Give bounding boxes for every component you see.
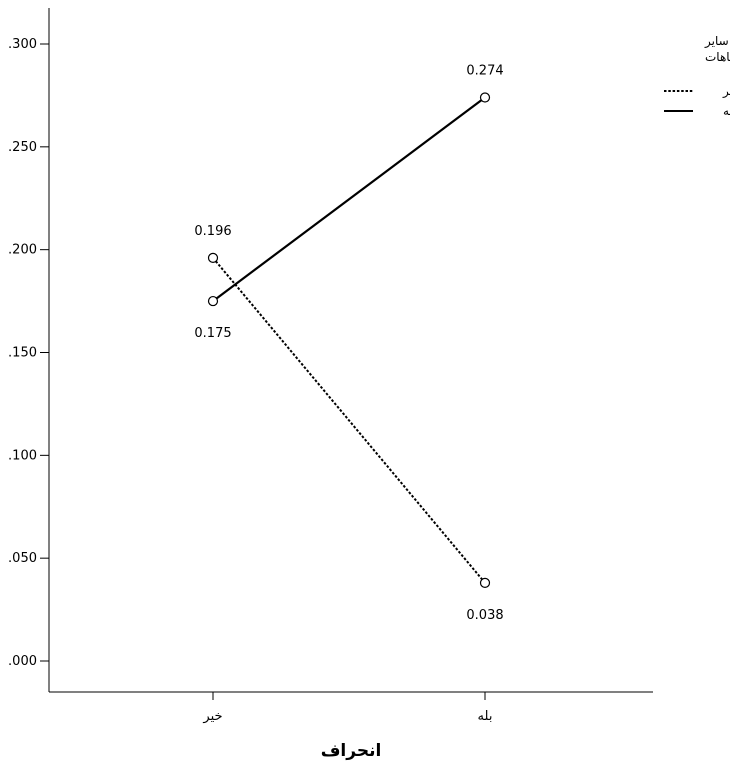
legend-label: بله <box>723 104 730 118</box>
y-tick-label: .050 <box>8 551 37 566</box>
y-tick-label: .250 <box>8 140 37 155</box>
y-ticks: .000 .050 .100 .150 .200 .250 .300 <box>8 37 49 669</box>
x-tick-label: بله <box>478 709 493 724</box>
y-tick-label: .300 <box>8 37 37 52</box>
legend-item: خیر <box>664 84 730 99</box>
data-point <box>207 295 219 307</box>
legend-item: بله <box>664 104 730 118</box>
legend-title: اشتباهات <box>705 50 730 64</box>
y-tick-label: .200 <box>8 243 37 258</box>
legend: سایراشتباهات خیر بله <box>664 34 730 118</box>
data-label: 0.038 <box>466 608 503 623</box>
series-line <box>212 96 486 302</box>
data-point <box>479 92 491 103</box>
y-tick-label: .150 <box>8 346 37 361</box>
axes: .000 .050 .100 .150 .200 .250 .300 خیر بله <box>8 8 653 724</box>
x-tick-label: خیر <box>202 709 222 724</box>
legend-label: خیر <box>722 84 730 99</box>
x-axis-title: انحراف <box>321 741 382 761</box>
y-tick-label: .100 <box>8 448 37 463</box>
y-tick-label: .000 <box>8 654 37 669</box>
data-label: 0.175 <box>194 326 231 341</box>
series-line <box>212 257 486 584</box>
series-layer: 0.196 0.038 0.175 0.274 <box>194 63 503 622</box>
legend-title: سایر <box>704 34 729 49</box>
x-ticks: خیر بله <box>202 692 492 724</box>
data-point <box>479 577 491 588</box>
data-label: 0.196 <box>194 224 231 239</box>
data-point <box>207 252 219 263</box>
data-label: 0.274 <box>466 63 503 78</box>
series-2: 0.175 0.274 <box>194 63 503 341</box>
series-1: 0.196 0.038 <box>194 224 503 623</box>
